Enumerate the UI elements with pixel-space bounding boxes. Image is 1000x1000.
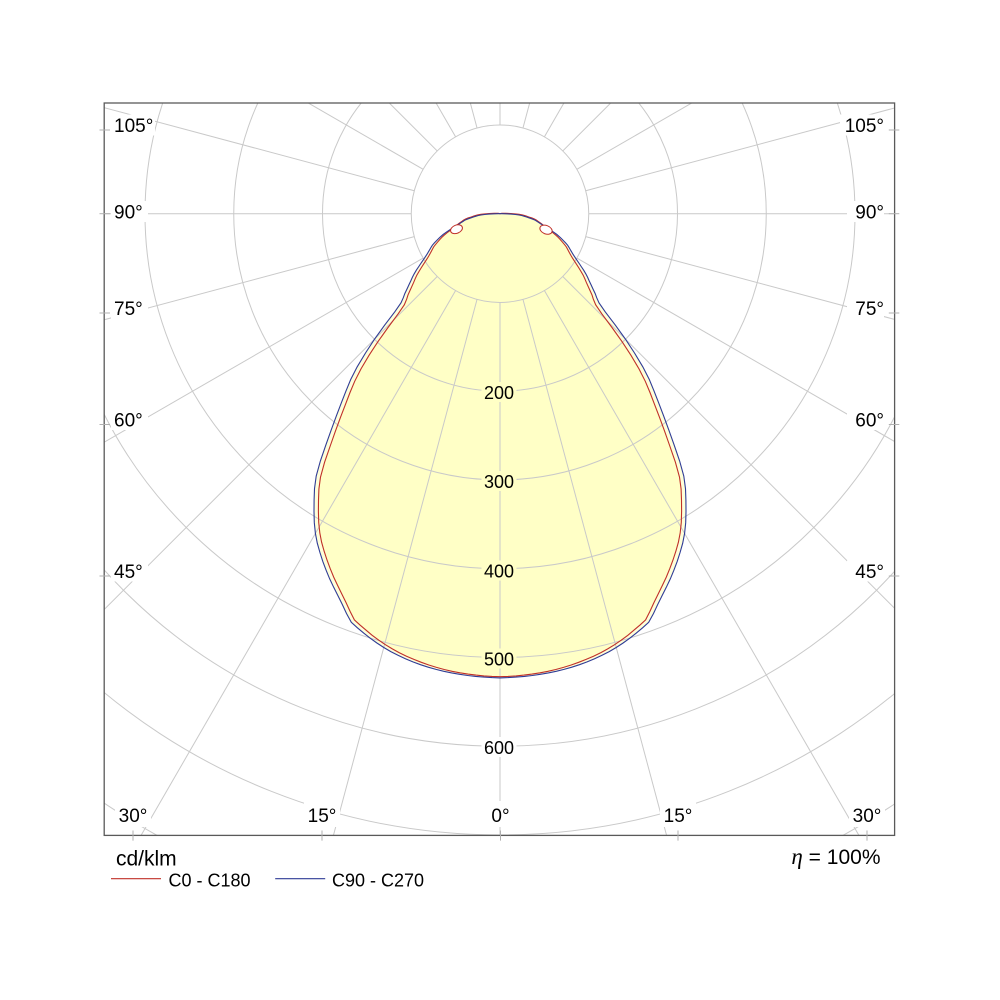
svg-text:90°: 90°: [855, 203, 884, 224]
svg-text:90°: 90°: [114, 203, 143, 224]
svg-text:105°: 105°: [845, 116, 884, 137]
svg-text:cd/klm: cd/klm: [116, 847, 177, 870]
svg-text:200: 200: [484, 383, 514, 403]
svg-text:600: 600: [484, 738, 514, 758]
svg-text:60°: 60°: [114, 411, 143, 432]
svg-text:45°: 45°: [855, 562, 884, 583]
svg-text:45°: 45°: [114, 562, 143, 583]
svg-text:60°: 60°: [855, 411, 884, 432]
svg-text:15°: 15°: [308, 806, 337, 827]
svg-text:500: 500: [484, 649, 514, 669]
svg-text:C0 - C180: C0 - C180: [169, 871, 251, 891]
svg-text:30°: 30°: [119, 806, 148, 827]
svg-text:30°: 30°: [853, 806, 882, 827]
svg-text:300: 300: [484, 472, 514, 492]
svg-text:C90 - C270: C90 - C270: [332, 871, 424, 891]
svg-text:75°: 75°: [855, 299, 884, 320]
svg-text:75°: 75°: [114, 299, 143, 320]
svg-text:15°: 15°: [664, 806, 693, 827]
svg-text:0°: 0°: [491, 806, 509, 827]
svg-text:400: 400: [484, 561, 514, 581]
svg-text:105°: 105°: [114, 116, 153, 137]
svg-text:η = 100%: η = 100%: [791, 844, 880, 869]
